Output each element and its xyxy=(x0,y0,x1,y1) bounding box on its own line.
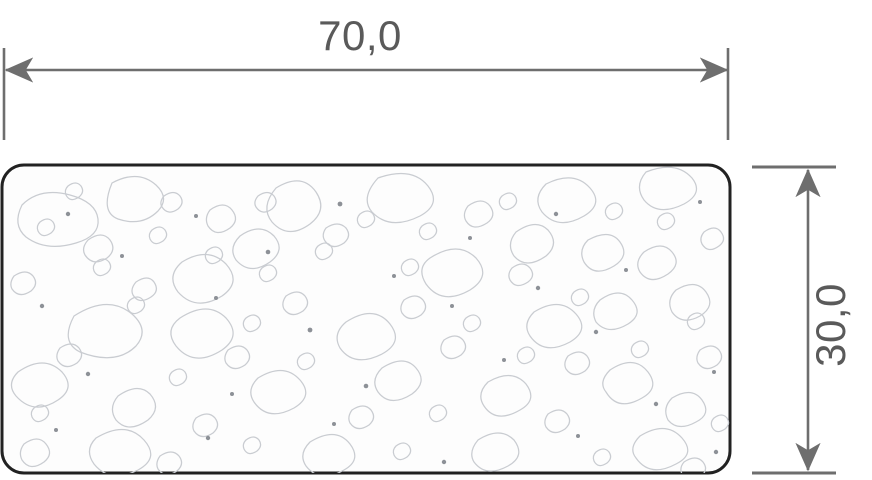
tile-part xyxy=(0,163,732,475)
vertical-dimension: 30,0 xyxy=(752,165,854,475)
horizontal-dimension: 70,0 xyxy=(2,12,730,140)
dimension-label-width: 70,0 xyxy=(318,12,402,59)
tile-outline xyxy=(0,163,732,475)
aggregate-specks xyxy=(39,200,719,465)
dimension-label-height: 30,0 xyxy=(807,283,854,367)
aggregate-texture xyxy=(10,166,730,473)
